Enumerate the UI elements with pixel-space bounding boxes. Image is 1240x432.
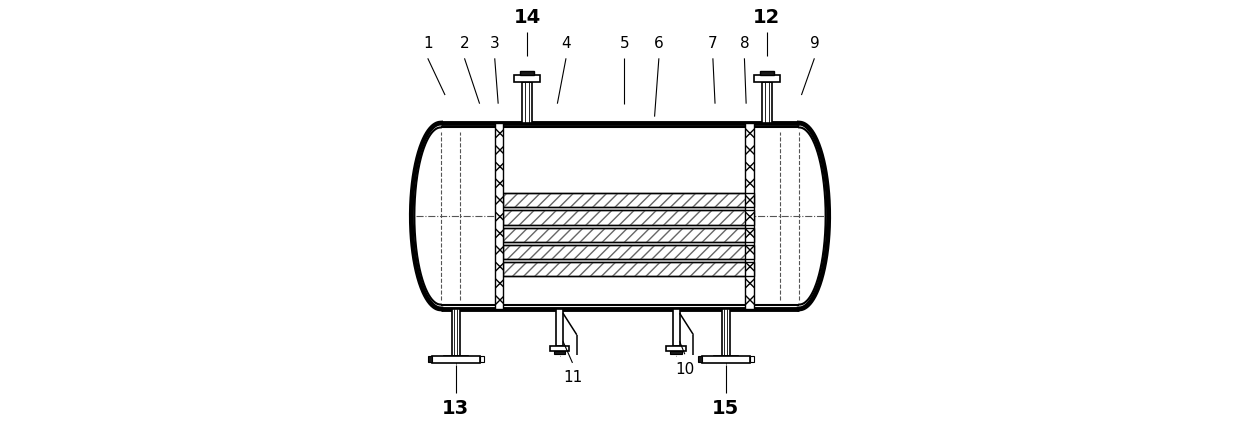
Bar <box>745 123 754 309</box>
Text: 10: 10 <box>675 362 694 377</box>
Bar <box>522 82 532 123</box>
Bar <box>480 356 484 362</box>
Bar <box>556 309 563 346</box>
Bar <box>671 351 682 354</box>
Bar <box>666 346 686 351</box>
Bar <box>549 346 569 351</box>
Text: 14: 14 <box>513 8 541 27</box>
Bar <box>503 262 754 276</box>
Bar <box>673 309 680 346</box>
Bar <box>428 356 432 362</box>
Bar <box>714 356 738 362</box>
Bar <box>495 123 503 309</box>
Text: 1: 1 <box>423 36 433 51</box>
Bar <box>763 82 771 123</box>
Bar <box>754 75 780 82</box>
Bar <box>722 309 729 356</box>
Bar <box>432 356 480 363</box>
Bar <box>503 245 754 259</box>
Text: 6: 6 <box>653 36 663 51</box>
Bar <box>503 245 754 259</box>
Text: 15: 15 <box>712 399 739 418</box>
Bar <box>503 228 754 242</box>
Bar <box>521 71 534 75</box>
Bar <box>503 193 754 207</box>
Text: 4: 4 <box>562 36 570 51</box>
Text: 8: 8 <box>739 36 749 51</box>
Bar <box>702 356 750 363</box>
Text: 5: 5 <box>620 36 629 51</box>
Text: 3: 3 <box>490 36 500 51</box>
Bar <box>698 356 702 362</box>
Bar <box>515 75 541 82</box>
Bar <box>760 71 774 75</box>
Text: 7: 7 <box>708 36 718 51</box>
Text: 2: 2 <box>460 36 469 51</box>
Bar <box>503 193 754 207</box>
Text: 12: 12 <box>753 8 780 27</box>
Text: 13: 13 <box>443 399 470 418</box>
Text: 9: 9 <box>810 36 820 51</box>
Bar <box>503 262 754 276</box>
Bar <box>554 351 565 354</box>
Bar <box>503 228 754 242</box>
Bar <box>444 356 467 362</box>
Bar <box>451 309 460 356</box>
Bar <box>503 210 754 225</box>
Text: 11: 11 <box>563 371 582 385</box>
Bar <box>750 356 754 362</box>
Bar <box>503 210 754 225</box>
Bar <box>503 193 754 277</box>
